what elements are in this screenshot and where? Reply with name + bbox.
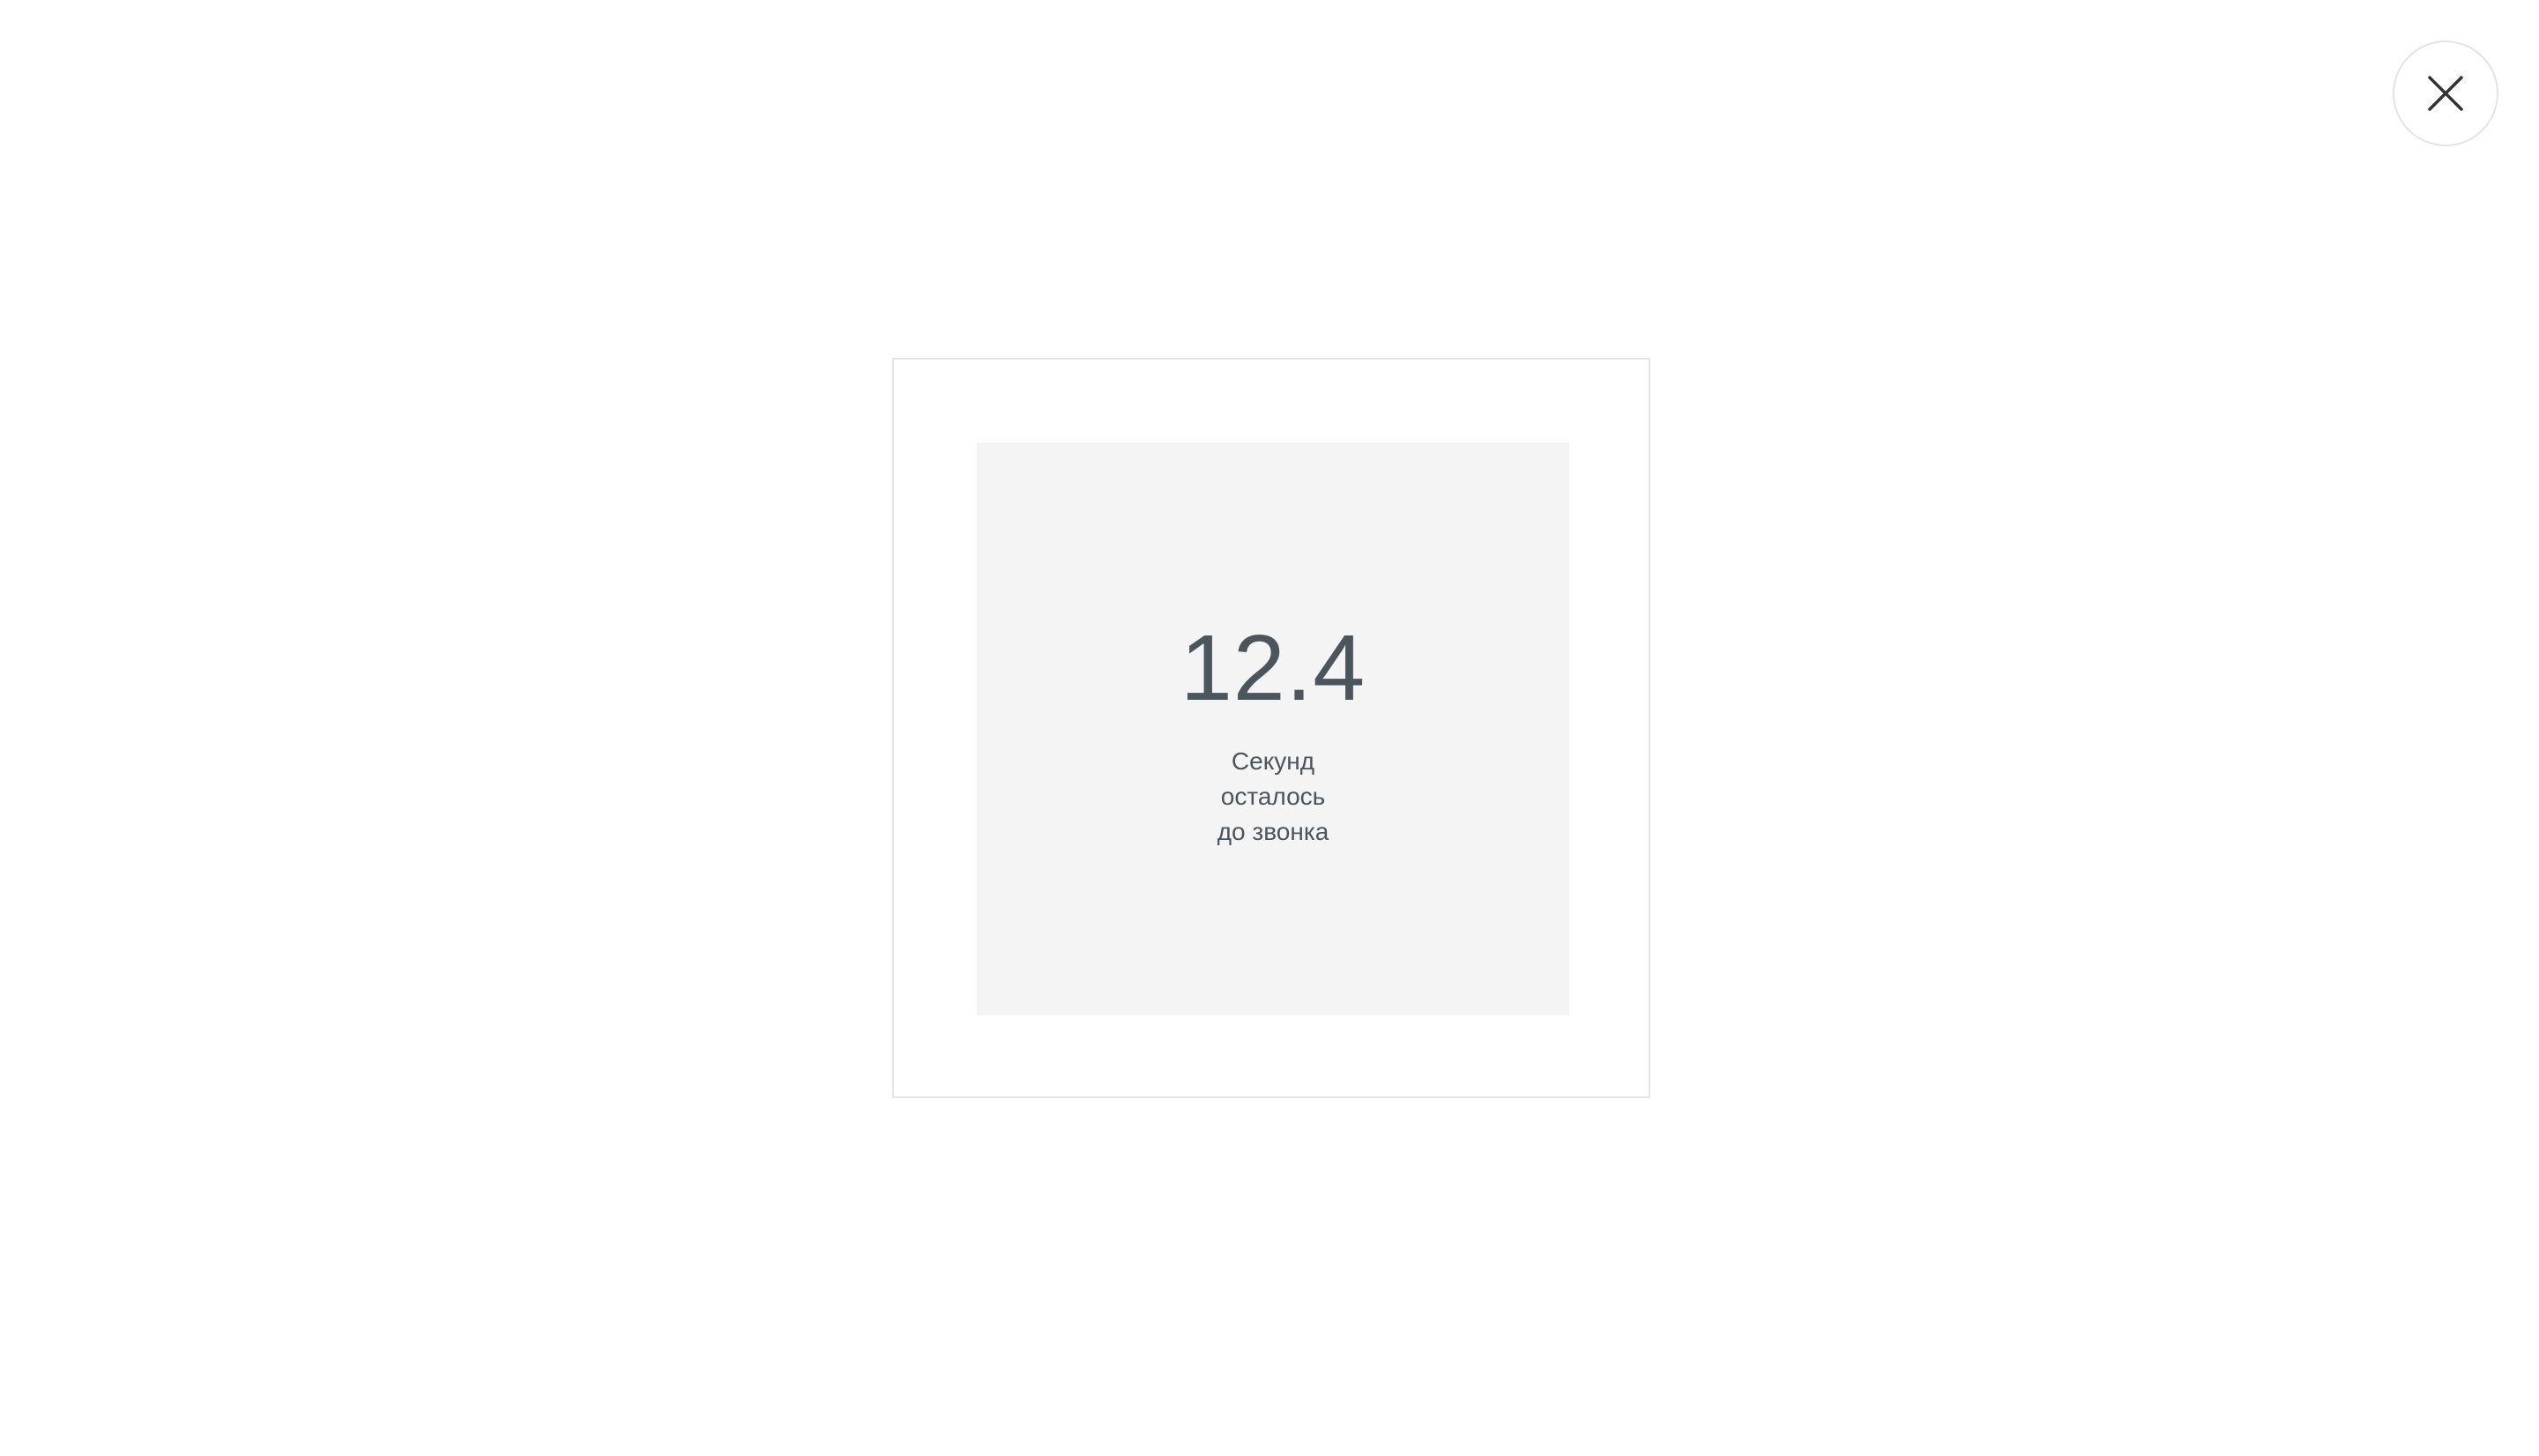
countdown-caption: Секунд осталось до звонка (977, 744, 1569, 850)
countdown-caption-line: осталось (1220, 783, 1326, 810)
countdown-frame: 12.4 Секунд осталось до звонка (892, 358, 1650, 1098)
close-button[interactable] (2393, 41, 2498, 146)
countdown-value: 12.4 (1180, 616, 1366, 720)
close-icon (2428, 76, 2463, 111)
countdown-panel: 12.4 Секунд осталось до звонка (977, 442, 1569, 1015)
countdown-caption-line: Секунд (1231, 747, 1315, 775)
countdown-caption-line: до звонка (1217, 818, 1329, 845)
